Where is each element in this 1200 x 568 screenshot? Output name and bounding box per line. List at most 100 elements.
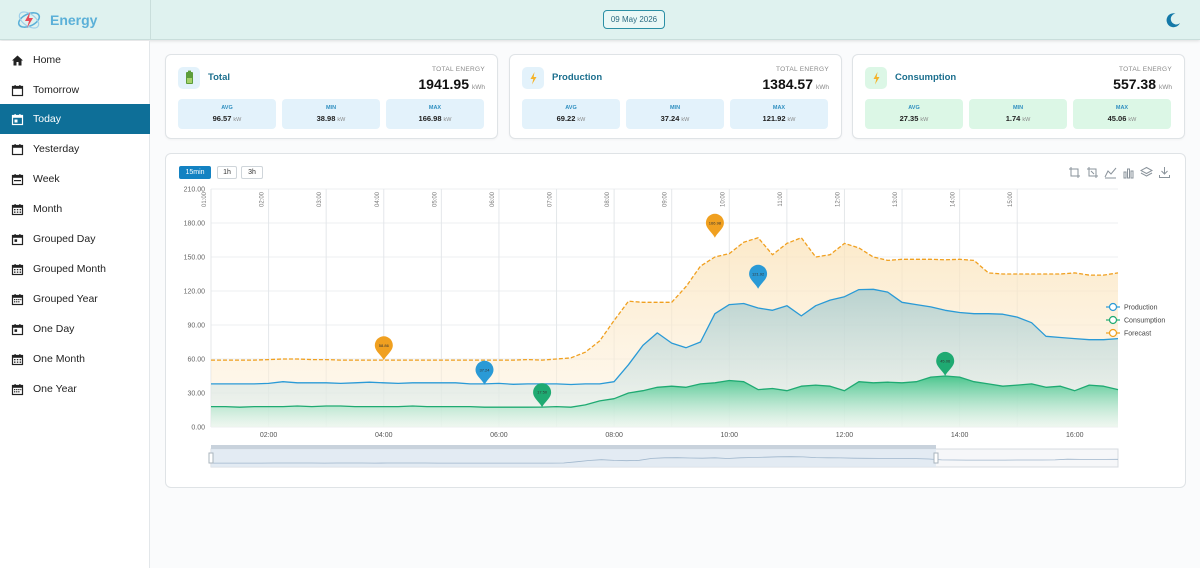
- bolt-icon: [865, 67, 887, 89]
- x-tick-label: 16:00: [1066, 432, 1084, 439]
- sidebar-item-month[interactable]: Month: [0, 194, 150, 224]
- energy-chart[interactable]: 0.00 30.00 60.00 90.00 120.00 150.00 180.00 210…: [166, 154, 1187, 489]
- line-chart-icon[interactable]: [1104, 166, 1117, 179]
- marker-pin-consumption: 45.06: [936, 351, 955, 376]
- zoom-select-icon[interactable]: [1068, 166, 1081, 179]
- stat-label: MAX: [1115, 105, 1129, 111]
- pin-label: 58.86: [379, 343, 390, 348]
- calendar-today-icon: [11, 113, 24, 125]
- top-hour-tick-label: 02:00: [260, 191, 266, 207]
- sidebar-item-week[interactable]: Week: [0, 164, 150, 194]
- top-hour-tick-label: 01:00: [202, 191, 208, 207]
- marker-pin-forecast: 166.98: [705, 213, 724, 238]
- card-title: Total: [208, 72, 230, 83]
- top-hour-tick-label: 03:00: [317, 191, 323, 207]
- sidebar-item-grouped-year[interactable]: Grouped Year: [0, 284, 150, 314]
- sidebar-item-one-year[interactable]: One Year: [0, 374, 150, 404]
- interval-tab-1h[interactable]: 1h: [217, 166, 237, 179]
- sidebar-item-yesterday[interactable]: Yesterday: [0, 134, 150, 164]
- date-picker-button[interactable]: 09 May 2026: [603, 10, 665, 29]
- download-icon[interactable]: [1158, 166, 1171, 179]
- navigator-selection: [211, 449, 936, 467]
- stat-label: AVG: [908, 105, 920, 111]
- y-tick-label: 120.00: [184, 289, 206, 296]
- legend-label: Forecast: [1124, 331, 1151, 338]
- y-tick-label: 60.00: [187, 357, 205, 364]
- stat-max: MAX 121.92 kW: [730, 99, 828, 129]
- pin-label: 37.24: [479, 367, 490, 372]
- pin-label: 45.06: [940, 358, 951, 363]
- card-title: Consumption: [895, 72, 957, 83]
- interval-tab-15min[interactable]: 15min: [179, 166, 211, 179]
- legend-label: Consumption: [1124, 318, 1165, 325]
- bolt-icon: [522, 67, 544, 89]
- marker-pin-production: 121.92: [749, 264, 768, 289]
- sidebar-item-label: One Year: [33, 383, 77, 395]
- sidebar-item-grouped-month[interactable]: Grouped Month: [0, 254, 150, 284]
- brand[interactable]: Energy: [16, 7, 97, 33]
- stat-value: 1.74 kW: [1005, 114, 1031, 123]
- top-hour-tick-label: 07:00: [548, 191, 554, 207]
- total-energy-value: 1384.57 kWh: [762, 76, 829, 92]
- stat-value: 37.24 kW: [660, 114, 690, 123]
- interval-tab-3h[interactable]: 3h: [241, 166, 263, 179]
- production-summary-card: Production TOTAL ENERGY 1384.57 kWh AVG 69.22…: [509, 54, 842, 139]
- legend-marker: [1108, 302, 1118, 312]
- legend-item-production[interactable]: Production: [1106, 302, 1158, 312]
- y-tick-label: 180.00: [184, 221, 206, 228]
- legend-item-consumption[interactable]: Consumption: [1106, 315, 1165, 325]
- navigator-right-handle: [933, 452, 939, 464]
- legend-item-forecast[interactable]: Forecast: [1106, 328, 1151, 338]
- sidebar-item-label: Today: [33, 113, 62, 125]
- bar-chart-icon[interactable]: [1122, 166, 1135, 179]
- top-hour-tick-label: 04:00: [375, 191, 381, 207]
- calendar-month-icon: [11, 263, 24, 275]
- total-energy-unit: kWh: [472, 84, 485, 91]
- sidebar-item-today[interactable]: Today: [0, 104, 150, 134]
- sidebar-item-one-day[interactable]: One Day: [0, 314, 150, 344]
- sidebar-item-tomorrow[interactable]: Tomorrow: [0, 75, 150, 105]
- stat-max: MAX 45.06 kW: [1073, 99, 1171, 129]
- sidebar-item-label: Month: [33, 203, 63, 215]
- stat-label: MAX: [428, 105, 442, 111]
- stack-icon[interactable]: [1140, 166, 1153, 179]
- x-tick-label: 10:00: [721, 432, 739, 439]
- stat-avg: AVG 27.35 kW: [865, 99, 963, 129]
- sidebar-item-grouped-day[interactable]: Grouped Day: [0, 224, 150, 254]
- stat-value: 166.98 kW: [418, 114, 452, 123]
- sidebar-item-home[interactable]: Home: [0, 45, 150, 75]
- total-energy-label: TOTAL ENERGY: [776, 66, 829, 73]
- navigator-left-handle: [208, 452, 214, 464]
- sidebar-item-label: One Day: [33, 323, 75, 335]
- total-energy-unit: kWh: [1159, 84, 1172, 91]
- stat-label: AVG: [221, 105, 233, 111]
- stat-min: MIN 38.98 kW: [282, 99, 380, 129]
- legend-label: Production: [1124, 305, 1158, 312]
- zoom-reset-icon[interactable]: [1086, 166, 1099, 179]
- stat-min: MIN 1.74 kW: [969, 99, 1067, 129]
- stat-label: MIN: [1012, 105, 1024, 111]
- pin-label: 166.98: [709, 220, 722, 225]
- pin-shape: [475, 360, 494, 385]
- top-hour-tick-label: 05:00: [432, 191, 438, 207]
- marker-pin-production: 37.24: [475, 360, 494, 385]
- pin-label: 17.50: [537, 390, 548, 395]
- total-energy-value: 557.38 kWh: [1113, 76, 1172, 92]
- sidebar-item-one-month[interactable]: One Month: [0, 344, 150, 374]
- navigator-preview-line: [211, 456, 1119, 464]
- legend-marker: [1108, 328, 1118, 338]
- energy-chart-panel: 15min 1h 3h 0.00 30.00 60.00 90.00 120.00 150.0…: [165, 153, 1186, 488]
- dark-mode-moon-icon[interactable]: [1164, 11, 1182, 29]
- y-tick-label: 0.00: [191, 425, 205, 432]
- total-energy-label: TOTAL ENERGY: [1119, 66, 1172, 73]
- range-navigator[interactable]: [208, 445, 1119, 468]
- stat-value: 96.57 kW: [212, 114, 242, 123]
- home-icon: [12, 55, 23, 65]
- calendar-icon: [11, 143, 24, 155]
- calendar-month-icon: [11, 353, 24, 365]
- pin-shape: [749, 264, 768, 289]
- sidebar-item-label: One Month: [33, 353, 85, 365]
- calendar-day-icon: [11, 233, 24, 245]
- sidebar-item-label: Yesterday: [33, 143, 80, 155]
- pin-shape: [705, 213, 724, 238]
